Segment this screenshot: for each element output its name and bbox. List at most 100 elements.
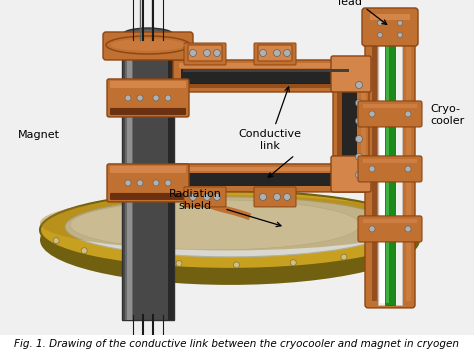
Circle shape — [165, 180, 171, 186]
Circle shape — [213, 50, 220, 56]
Circle shape — [405, 111, 411, 117]
FancyBboxPatch shape — [107, 164, 189, 202]
Circle shape — [125, 180, 131, 186]
Circle shape — [377, 32, 383, 37]
Circle shape — [356, 118, 363, 124]
Circle shape — [137, 180, 143, 186]
Circle shape — [137, 95, 143, 101]
Bar — [386, 45, 389, 303]
FancyBboxPatch shape — [333, 60, 369, 192]
Bar — [378, 43, 402, 305]
Circle shape — [356, 99, 363, 106]
Bar — [179, 63, 359, 68]
Ellipse shape — [40, 195, 420, 285]
Text: HTS
lead: HTS lead — [338, 0, 387, 24]
Circle shape — [153, 180, 159, 186]
Bar — [181, 69, 351, 83]
Ellipse shape — [70, 200, 360, 250]
Bar — [361, 66, 366, 186]
FancyBboxPatch shape — [188, 45, 222, 61]
Circle shape — [369, 111, 375, 117]
FancyBboxPatch shape — [358, 101, 422, 127]
Circle shape — [356, 154, 363, 161]
Ellipse shape — [40, 195, 420, 250]
Circle shape — [81, 248, 87, 254]
Circle shape — [377, 20, 383, 25]
Text: Radiation
shield: Radiation shield — [169, 189, 281, 226]
Circle shape — [153, 95, 159, 101]
FancyBboxPatch shape — [184, 43, 226, 65]
Bar — [363, 159, 417, 163]
Circle shape — [380, 246, 386, 252]
Circle shape — [213, 193, 220, 201]
Text: Fig. 1. Drawing of the conductive link between the cryocooler and magnet in cryo: Fig. 1. Drawing of the conductive link b… — [15, 339, 459, 349]
FancyBboxPatch shape — [110, 166, 186, 173]
Circle shape — [283, 50, 291, 56]
Ellipse shape — [124, 30, 172, 40]
Circle shape — [398, 20, 402, 25]
Circle shape — [190, 193, 197, 201]
Circle shape — [259, 193, 266, 201]
Circle shape — [176, 261, 182, 266]
FancyBboxPatch shape — [331, 156, 371, 192]
Circle shape — [356, 82, 363, 88]
FancyBboxPatch shape — [362, 8, 418, 46]
Circle shape — [125, 95, 131, 101]
Circle shape — [165, 95, 171, 101]
Circle shape — [124, 256, 129, 262]
Circle shape — [203, 50, 210, 56]
Bar — [168, 35, 174, 320]
FancyBboxPatch shape — [184, 187, 226, 207]
Circle shape — [341, 254, 347, 260]
Text: Cryo-
cooler: Cryo- cooler — [430, 104, 464, 126]
Bar — [179, 83, 359, 88]
FancyBboxPatch shape — [103, 32, 193, 60]
Circle shape — [356, 171, 363, 178]
Circle shape — [259, 50, 266, 56]
Circle shape — [283, 193, 291, 201]
Text: Magnet: Magnet — [18, 130, 60, 140]
FancyBboxPatch shape — [358, 216, 422, 242]
Ellipse shape — [122, 28, 174, 42]
Circle shape — [405, 226, 411, 232]
FancyBboxPatch shape — [365, 32, 415, 308]
Circle shape — [234, 262, 239, 268]
Bar — [363, 104, 417, 108]
FancyBboxPatch shape — [254, 187, 296, 207]
Bar — [380, 45, 386, 303]
Bar — [125, 35, 133, 320]
Text: Conductive
link: Conductive link — [238, 87, 301, 151]
Circle shape — [398, 32, 402, 37]
Ellipse shape — [106, 36, 190, 54]
FancyBboxPatch shape — [110, 193, 186, 200]
Bar — [370, 14, 410, 20]
Bar — [372, 39, 377, 301]
Bar — [337, 66, 342, 186]
Circle shape — [290, 260, 296, 266]
Bar — [181, 173, 351, 185]
FancyBboxPatch shape — [331, 56, 371, 92]
FancyBboxPatch shape — [173, 164, 365, 192]
Circle shape — [203, 193, 210, 201]
Circle shape — [369, 226, 375, 232]
Bar — [122, 35, 174, 320]
Bar — [342, 66, 356, 186]
FancyBboxPatch shape — [110, 81, 186, 88]
Circle shape — [405, 166, 411, 172]
Ellipse shape — [65, 197, 395, 257]
Bar — [127, 35, 132, 320]
Circle shape — [53, 238, 59, 244]
Circle shape — [273, 50, 281, 56]
Bar — [385, 43, 395, 305]
Circle shape — [412, 223, 418, 230]
FancyBboxPatch shape — [107, 79, 189, 117]
Circle shape — [369, 166, 375, 172]
Circle shape — [405, 235, 411, 241]
Bar — [179, 167, 359, 171]
Bar — [363, 219, 417, 223]
Circle shape — [273, 193, 281, 201]
FancyBboxPatch shape — [173, 60, 365, 92]
Circle shape — [356, 135, 363, 142]
FancyBboxPatch shape — [254, 43, 296, 65]
FancyBboxPatch shape — [110, 108, 186, 115]
